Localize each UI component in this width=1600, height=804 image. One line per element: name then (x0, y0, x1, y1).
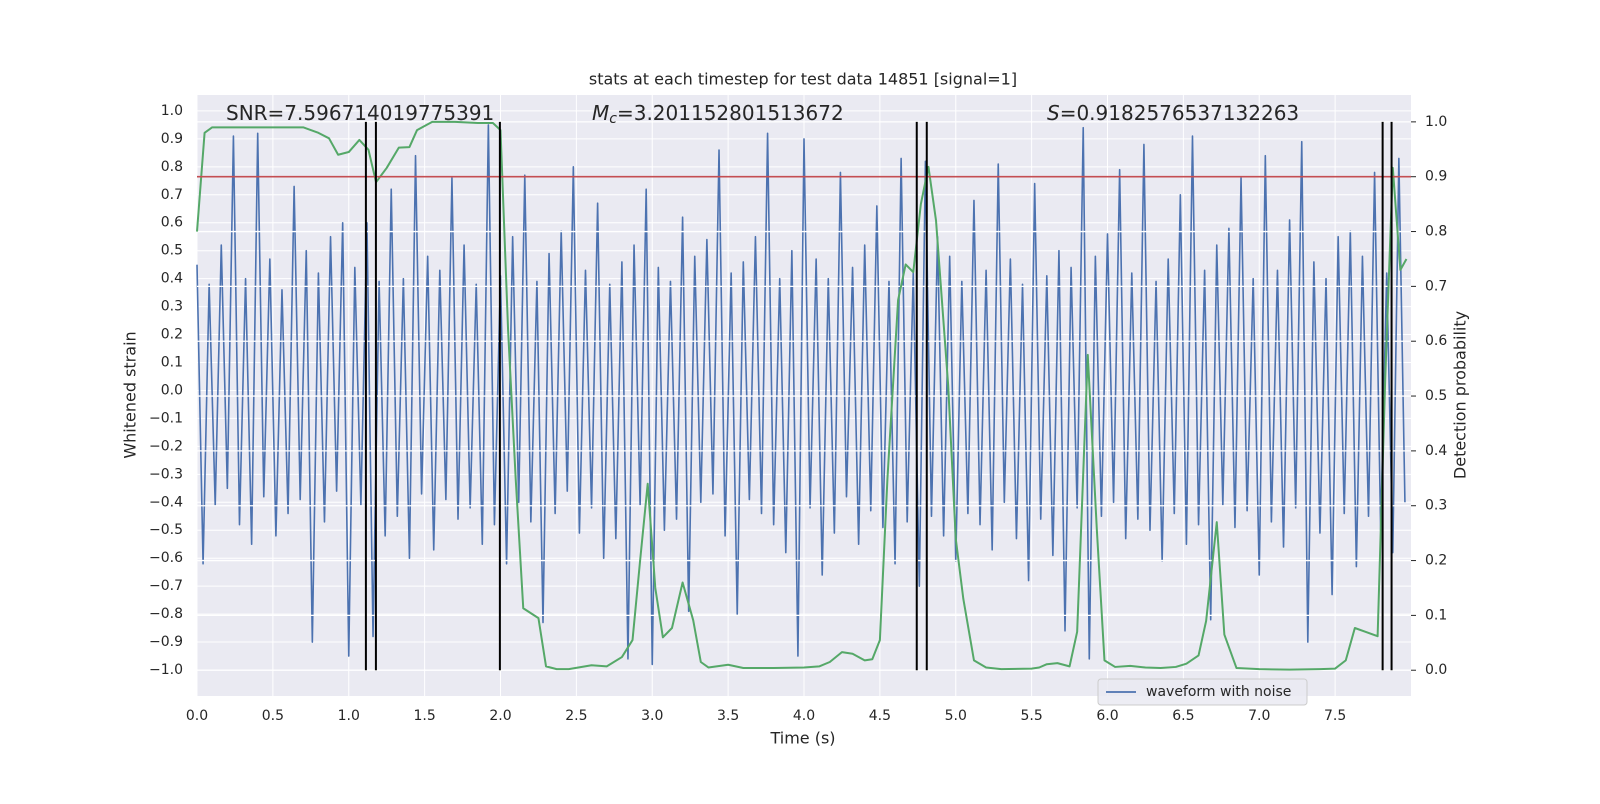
legend-box (1097, 678, 1308, 706)
y2-tick-label: 0.1 (1425, 607, 1447, 623)
y-tick-label: −1.0 (149, 662, 183, 678)
legend-label: waveform with noise (1146, 684, 1291, 700)
y-tick-label: −0.1 (149, 410, 183, 426)
y-tick-label: −0.5 (149, 522, 183, 538)
y-tick-label: 0.4 (161, 271, 183, 287)
probability-line (196, 120, 1408, 671)
x-tick-label: 6.5 (1172, 708, 1194, 724)
x-tick-label: 7.5 (1324, 708, 1346, 724)
y2-tick-label: 0.0 (1425, 662, 1447, 678)
y-tick-label: 0.3 (161, 299, 183, 315)
y2-tick-label: 0.3 (1425, 498, 1447, 514)
annotation: Mc=3.201152801513672 (592, 101, 844, 128)
y2-tick-label: 0.9 (1425, 169, 1447, 185)
x-tick-label: 2.0 (489, 708, 511, 724)
x-tick-label: 0.0 (186, 708, 208, 724)
x-tick-label: 7.0 (1248, 708, 1270, 724)
x-tick-label: 3.5 (717, 708, 739, 724)
y-tick-label: −0.4 (149, 494, 183, 510)
y-tick-label: 0.2 (161, 327, 183, 343)
annotation-symbol: M (592, 101, 609, 125)
y-tick-label: 0.0 (161, 382, 183, 398)
front-layer: SNR=7.596714019775391 Mc=3.20115280151367… (196, 101, 1411, 706)
y-tick-label: −0.6 (149, 550, 183, 566)
y2-tick-label: 0.8 (1425, 224, 1447, 240)
y-tick-label: −0.3 (149, 466, 183, 482)
y-tick-label: −0.7 (149, 578, 183, 594)
y2-tick-label: 0.4 (1425, 443, 1447, 459)
y-tick-label: 0.6 (161, 215, 183, 231)
x-tick-label: 1.5 (413, 708, 435, 724)
y2-axis-label: Detection probability (1451, 311, 1470, 479)
x-tick-label: 4.0 (793, 708, 815, 724)
x-tick-label: 4.5 (869, 708, 891, 724)
y-tick-label: 1.0 (161, 103, 183, 119)
waveform-line (196, 124, 1406, 666)
y-tick-label: −0.9 (149, 634, 183, 650)
y-tick-label: 0.5 (161, 243, 183, 259)
x-axis-label: Time (s) (769, 729, 835, 748)
x-tick-label: 3.0 (641, 708, 663, 724)
y-axis-label: Whitened strain (121, 331, 140, 458)
y2-tick-label: 0.7 (1425, 278, 1447, 294)
annotation: SNR=7.596714019775391 (226, 101, 494, 125)
x-tick-label: 5.5 (1020, 708, 1042, 724)
y-tick-label: 0.9 (161, 131, 183, 147)
y-tick-label: 0.7 (161, 187, 183, 203)
x-tick-label: 2.5 (565, 708, 587, 724)
y-tick-label: 0.8 (161, 159, 183, 175)
legend: waveform with noise (1097, 678, 1308, 706)
x-tick-label: 0.5 (262, 708, 284, 724)
y-tick-label: −0.8 (149, 606, 183, 622)
y-tick-label: −0.2 (149, 438, 183, 454)
chart-title: stats at each timestep for test data 148… (589, 70, 1017, 89)
annotation-subscript: c (609, 111, 617, 127)
y-tick-label: 0.1 (161, 355, 183, 371)
y2-tick-label: 0.6 (1425, 333, 1447, 349)
annotation-text: =3.201152801513672 (617, 101, 844, 125)
x-tick-label: 1.0 (338, 708, 360, 724)
y2-tick-label: 0.2 (1425, 553, 1447, 569)
annotation-text: =0.9182576537132263 (1060, 101, 1299, 125)
y2-tick-label: 0.5 (1425, 388, 1447, 404)
y2-tick-label: 1.0 (1425, 114, 1447, 130)
annotation: S=0.9182576537132263 (1047, 101, 1299, 125)
x-tick-label: 6.0 (1096, 708, 1118, 724)
x-tick-label: 5.0 (945, 708, 967, 724)
annotation-text: SNR=7.596714019775391 (226, 101, 494, 125)
annotation-symbol: S (1047, 101, 1060, 125)
